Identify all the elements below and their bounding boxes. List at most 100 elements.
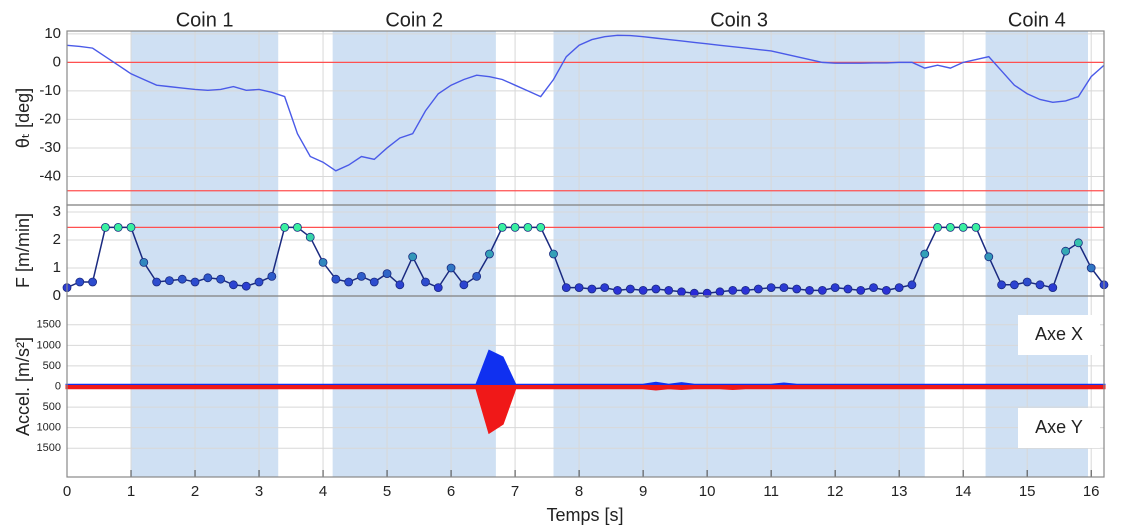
data-point (1022, 277, 1032, 287)
data-point (689, 288, 699, 298)
x-tick-label: 0 (63, 483, 71, 500)
data-point (753, 284, 763, 294)
x-axis-label: Temps [s] (546, 505, 623, 525)
annotation: Axe X (1035, 324, 1083, 344)
data-point (805, 285, 814, 295)
y-tick-label: -10 (39, 82, 61, 99)
y-tick-label: 1000 (37, 422, 61, 434)
data-point (382, 269, 392, 279)
data-point (881, 285, 891, 295)
y-tick-label: -40 (39, 167, 61, 184)
data-point (933, 222, 942, 232)
data-point (446, 263, 456, 273)
y-tick-label: 1 (53, 259, 61, 276)
y-tick-label: 1500 (37, 442, 61, 454)
data-point (88, 277, 98, 287)
data-point (497, 222, 507, 232)
annotation-box (1018, 315, 1100, 355)
data-point (779, 283, 789, 293)
data-point (75, 277, 85, 287)
data-point (958, 222, 968, 232)
data-point (677, 287, 686, 297)
data-point (651, 284, 661, 294)
data-point (587, 284, 597, 294)
x-tick-label: 2 (191, 483, 199, 500)
data-point (113, 222, 123, 232)
data-point (869, 283, 878, 293)
region-label: Coin 3 (710, 9, 768, 31)
data-point (561, 283, 571, 293)
series-line (66, 34, 1105, 172)
y-tick-label: 3 (53, 203, 61, 220)
annotation-box (1018, 408, 1100, 448)
data-point (459, 280, 469, 290)
x-tick-label: 16 (1083, 483, 1100, 500)
data-point (293, 222, 302, 232)
data-point (331, 274, 341, 284)
data-point (126, 222, 136, 232)
data-point (254, 277, 264, 287)
y-tick-label: 1000 (37, 339, 61, 351)
data-point (792, 284, 802, 294)
data-point (549, 249, 558, 259)
data-point (344, 277, 354, 287)
data-point (408, 252, 418, 262)
x-tick-label: 12 (827, 483, 844, 500)
data-point (894, 283, 904, 293)
data-point (945, 222, 955, 232)
data-point (485, 249, 494, 259)
x-tick-label: 11 (763, 483, 779, 500)
data-point (984, 252, 994, 262)
data-point (177, 274, 187, 284)
data-point (971, 222, 981, 232)
data-point (357, 271, 366, 281)
data-point (190, 277, 200, 287)
x-tick-label: 1 (127, 483, 135, 500)
data-point (907, 280, 917, 290)
data-point (1035, 280, 1045, 290)
region (131, 31, 279, 477)
data-point (997, 280, 1006, 290)
data-point (638, 285, 648, 295)
data-point (241, 281, 251, 291)
data-point (395, 280, 405, 290)
data-point (472, 271, 482, 281)
annotation: Axe Y (1035, 417, 1083, 437)
y-tick-label: 2 (53, 231, 61, 248)
data-point (433, 283, 443, 293)
panel-frame (66, 295, 1105, 478)
data-point (152, 277, 162, 287)
data-point (1073, 238, 1083, 248)
y-tick-label: 0 (53, 287, 61, 304)
data-point (664, 285, 674, 295)
data-point (574, 283, 584, 293)
x-tick-label: 10 (699, 483, 716, 500)
y-tick-label: -30 (39, 139, 61, 156)
series-line (66, 226, 1105, 294)
region-label: Coin 2 (385, 9, 443, 31)
x-tick-label: 4 (319, 483, 327, 500)
data-point (741, 285, 750, 295)
data-point (216, 274, 226, 284)
y-tick-label: 0 (53, 53, 61, 70)
x-tick-label: 8 (575, 483, 583, 500)
x-tick-label: 6 (447, 483, 455, 500)
data-point (101, 222, 110, 232)
data-point (1061, 246, 1070, 256)
y-tick-label: 500 (43, 360, 61, 372)
data-point (536, 222, 546, 232)
data-point (600, 283, 610, 293)
data-point (229, 280, 238, 290)
data-point (267, 271, 277, 281)
y-tick-label: 500 (43, 401, 61, 413)
data-point (920, 249, 930, 259)
data-point (369, 277, 379, 287)
data-point (715, 287, 725, 297)
y-axis-label: Accel. [m/s²] (13, 337, 33, 436)
data-point (625, 284, 635, 294)
x-tick-label: 3 (255, 483, 263, 500)
data-point (305, 232, 315, 242)
data-point (1048, 283, 1058, 293)
data-point (830, 283, 840, 293)
